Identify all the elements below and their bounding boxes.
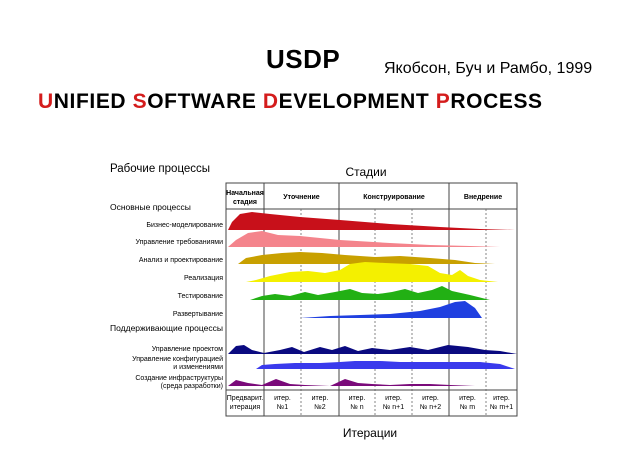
core-workflow-label: Тестирование (178, 293, 223, 300)
iteration-label: итер. (422, 395, 439, 402)
iteration-label: итерация (230, 404, 261, 411)
supporting-workflow-label: Управление конфигурацией (132, 355, 223, 363)
core-workflow-label: Бизнес-моделирование (146, 222, 223, 229)
core-workflow-label: Анализ и проектирование (139, 257, 223, 264)
core-workflow-label: Развертывание (173, 311, 223, 318)
subtitle-initial: U (38, 90, 54, 113)
grid-frame (225, 182, 518, 417)
activity-profile (246, 262, 498, 282)
subtitle-word-rest: NIFIED (53, 90, 133, 113)
subtitle-word-rest: ROCESS (450, 90, 543, 113)
phase-label: Конструирование (363, 194, 425, 201)
phase-label: Внедрение (464, 194, 502, 201)
supporting-workflow-label: Управление проектом (152, 346, 223, 353)
stages-heading: Стадии (345, 165, 386, 179)
supporting-processes-heading: Поддерживающие процессы (110, 323, 223, 333)
iteration-label: итер. (385, 395, 402, 402)
iteration-label: №2 (314, 404, 326, 411)
core-workflow-label: Реализация (184, 275, 223, 282)
iterations-heading: Итерации (343, 426, 397, 440)
activity-profile (228, 379, 500, 386)
subtitle-initial: S (132, 90, 148, 113)
phase-label: Начальная (226, 190, 264, 197)
supporting-workflow-label: (среда разработки) (161, 382, 223, 390)
subtitle-initial: D (262, 90, 279, 113)
iteration-label: №1 (277, 404, 289, 411)
activity-profile (250, 286, 490, 300)
phase-label: стадия (233, 199, 257, 206)
subtitle-word-rest: EVELOPMENT (278, 90, 436, 113)
core-workflow-label: Управление требованиями (136, 238, 224, 246)
iteration-label: итер. (274, 395, 291, 402)
workflows-heading: Рабочие процессы (110, 163, 210, 175)
iteration-label: № n+1 (383, 404, 404, 411)
subtitle-word-rest: OFTWARE (147, 90, 263, 113)
iteration-label: итер. (459, 395, 476, 402)
activity-profile (228, 212, 515, 230)
authors-citation: Якобсон, Буч и Рамбо, 1999 (384, 60, 593, 77)
supporting-workflow-label: и изменениями (173, 364, 223, 371)
iteration-label: Предварит. (227, 395, 264, 402)
iteration-label: № n (350, 404, 363, 411)
supporting-workflow-label: Создание инфраструктуры (135, 375, 223, 382)
iteration-label: итер. (312, 395, 329, 402)
iteration-label: № m+1 (490, 404, 513, 411)
core-processes-heading: Основные процессы (110, 202, 191, 212)
activity-profile (256, 361, 515, 369)
activity-profile (228, 345, 517, 354)
iteration-label: итер. (493, 395, 510, 402)
subtitle-initial: P (435, 90, 451, 113)
activity-profile (300, 301, 482, 318)
iteration-label: итер. (349, 395, 366, 402)
phase-label: Уточнение (283, 194, 320, 201)
iteration-label: № n+2 (420, 404, 441, 411)
activity-profile (228, 231, 500, 247)
page-title: USDP (266, 44, 341, 74)
activity-profile (238, 252, 495, 264)
page-subtitle: UNIFIED SOFTWARE DEVELOPMENT PROCESS (38, 90, 543, 114)
iteration-label: № m (460, 404, 475, 411)
